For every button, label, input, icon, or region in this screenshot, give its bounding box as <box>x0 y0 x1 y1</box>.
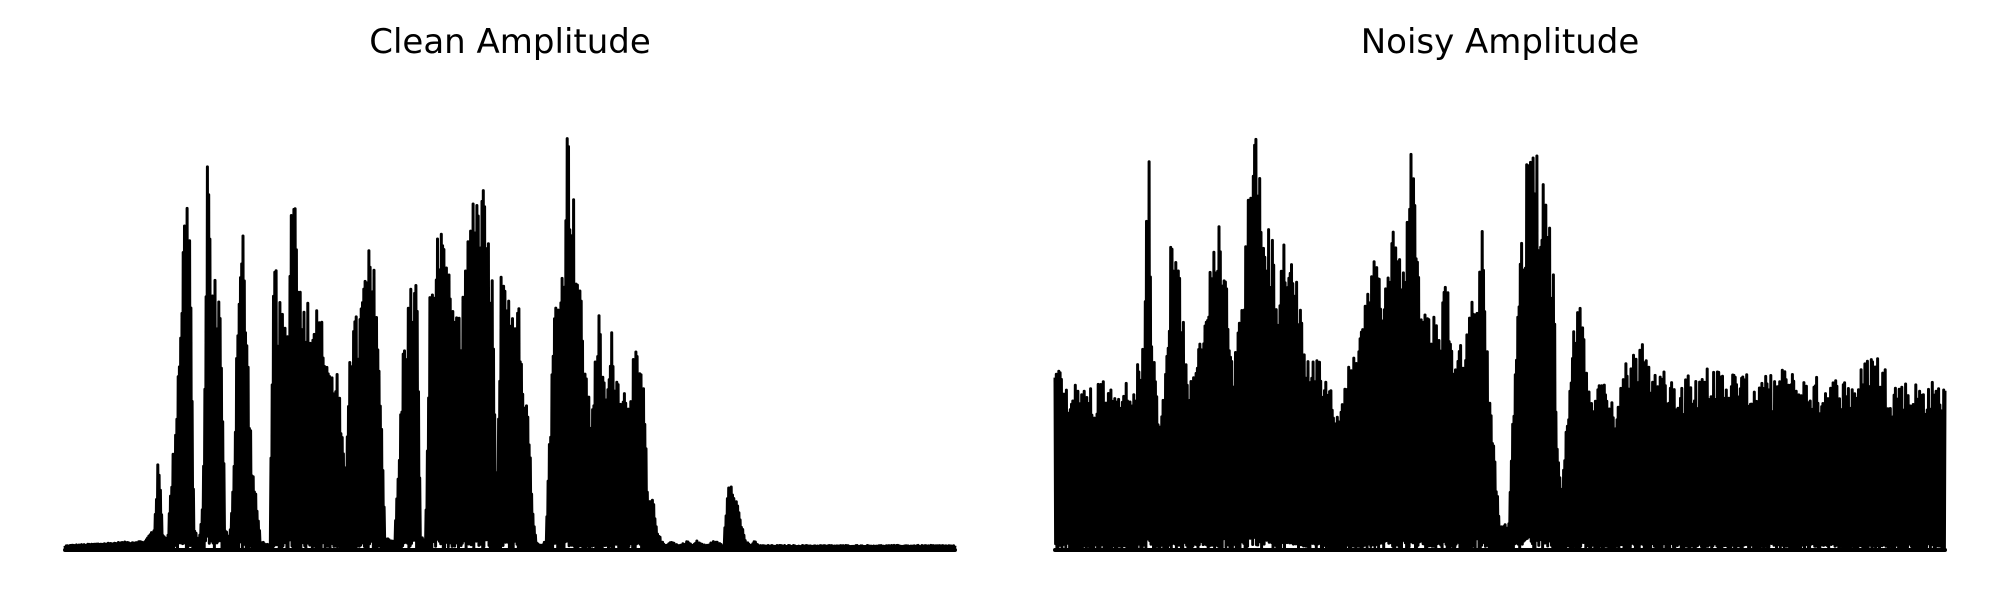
clean-amplitude-chart: Clean Amplitude <box>60 0 960 600</box>
clean-amplitude-plot <box>63 137 957 552</box>
noisy-amplitude-plot <box>1053 137 1947 552</box>
noisy-amplitude-chart: Noisy Amplitude <box>1050 0 1950 600</box>
chart-title: Clean Amplitude <box>369 22 651 62</box>
amplitude-series-line <box>63 137 957 552</box>
chart-title: Noisy Amplitude <box>1360 22 1640 62</box>
amplitude-series-line <box>1053 137 1947 552</box>
